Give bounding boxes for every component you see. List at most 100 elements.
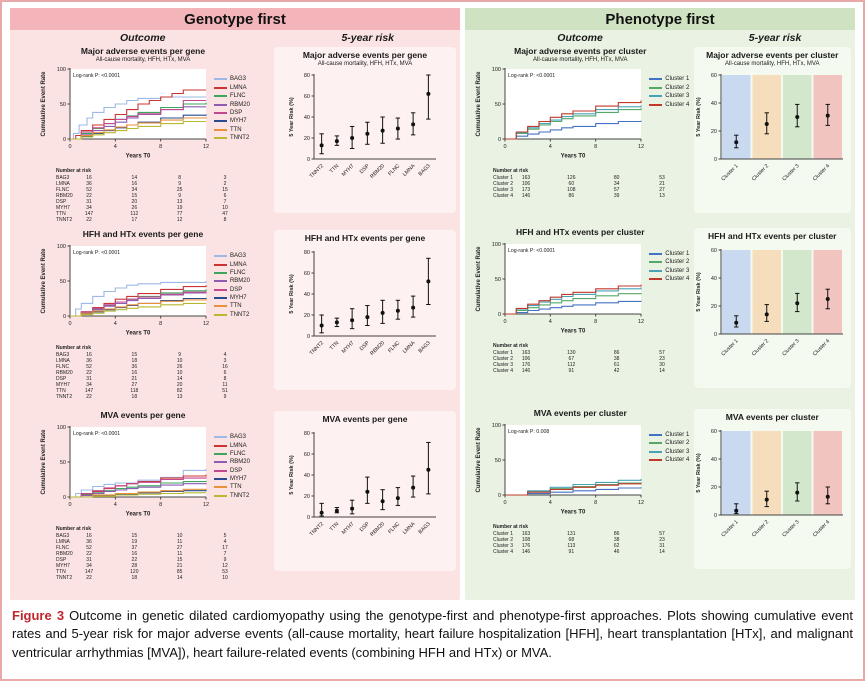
svg-text:21: 21 — [659, 181, 665, 187]
km-block-phenotype-1: HFH and HTx events per cluster 0 50 100 0 4 8 1… — [467, 227, 694, 407]
km-legend-phenotype-1: Cluster 1 Cluster 2 Cluster 3 Cluster 4 — [649, 238, 689, 282]
km-legend-genotype-0: BAG3 LMNA FLNC RBM20 DSP MYH7 TTN TNNT2 — [213, 63, 250, 141]
legend-line-swatch — [213, 461, 227, 464]
svg-text:80: 80 — [304, 431, 310, 437]
legend-line-swatch — [213, 271, 227, 274]
svg-text:4: 4 — [224, 352, 227, 358]
svg-text:18: 18 — [132, 575, 138, 581]
svg-text:0: 0 — [504, 144, 507, 150]
svg-text:120: 120 — [130, 569, 139, 575]
svg-text:51: 51 — [222, 388, 228, 394]
panel-phenotype: Phenotype first Outcome 5-year risk Major a… — [465, 8, 855, 600]
svg-text:22: 22 — [86, 575, 92, 581]
figure-caption: Figure 3 Outcome in genetic dilated cardi… — [10, 607, 855, 662]
risk-chart-title-phenotype-1: HFH and HTx events per cluster — [708, 231, 837, 241]
svg-text:11: 11 — [177, 551, 182, 557]
km-chart-subtitle-genotype-0: All-cause mortality, HFH, HTx, MVA — [95, 56, 191, 63]
svg-text:10: 10 — [222, 205, 228, 211]
svg-text:TTN: TTN — [56, 211, 66, 217]
svg-text:30: 30 — [659, 362, 665, 368]
svg-text:8: 8 — [159, 502, 162, 508]
svg-text:MYH7: MYH7 — [56, 205, 70, 211]
svg-text:12: 12 — [203, 502, 209, 508]
svg-text:8: 8 — [594, 144, 597, 150]
svg-text:RBM20: RBM20 — [56, 551, 73, 557]
svg-text:Cumulative Event Rate: Cumulative Event Rate — [41, 429, 47, 495]
svg-text:Number at risk: Number at risk — [56, 168, 91, 174]
legend-label: LMNA — [229, 84, 247, 91]
legend-line-swatch — [213, 263, 227, 266]
svg-text:8: 8 — [178, 175, 181, 181]
legend-item: RBM20 — [213, 102, 250, 108]
legend-line-swatch — [649, 450, 663, 453]
svg-text:22: 22 — [86, 551, 92, 557]
svg-text:BAG3: BAG3 — [418, 163, 432, 177]
km-chart-title-genotype-0: Major adverse events per gene — [80, 46, 206, 56]
svg-text:100: 100 — [57, 425, 66, 431]
svg-text:Cluster 2: Cluster 2 — [751, 338, 770, 357]
svg-text:34: 34 — [86, 382, 92, 388]
km-chart-title-phenotype-0: Major adverse events per cluster — [514, 46, 647, 56]
svg-text:26: 26 — [132, 205, 138, 211]
svg-text:0: 0 — [63, 314, 66, 320]
svg-text:40: 40 — [711, 276, 717, 282]
risk-chart-title-phenotype-2: MVA events per cluster — [725, 412, 819, 422]
svg-text:Cluster 4: Cluster 4 — [493, 549, 513, 555]
svg-text:91: 91 — [569, 549, 575, 555]
legend-line-swatch — [649, 277, 663, 280]
svg-text:14: 14 — [659, 549, 665, 555]
km-legend-genotype-2: BAG3 LMNA FLNC RBM20 DSP MYH7 TTN TNNT2 — [213, 421, 250, 499]
legend-item: TTN — [213, 303, 250, 309]
svg-text:11: 11 — [222, 382, 227, 388]
risk-chart-title-genotype-1: HFH and HTx events per gene — [304, 233, 426, 244]
svg-text:5 Year Risk (%): 5 Year Risk (%) — [696, 98, 702, 138]
legend-label: TTN — [229, 126, 242, 133]
svg-text:21: 21 — [177, 563, 183, 569]
svg-text:13: 13 — [177, 199, 183, 205]
legend-line-swatch — [213, 78, 227, 81]
legend-line-swatch — [213, 111, 227, 114]
svg-text:5: 5 — [224, 533, 227, 539]
legend-item: FLNC — [213, 93, 250, 99]
svg-text:TNNT2: TNNT2 — [56, 217, 72, 223]
legend-item: Cluster 3 — [649, 268, 689, 274]
legend-line-swatch — [213, 95, 227, 98]
legend-label: Cluster 2 — [665, 84, 690, 91]
svg-text:80: 80 — [304, 73, 310, 79]
svg-text:0: 0 — [68, 321, 71, 327]
legend-label: Cluster 4 — [665, 101, 690, 108]
svg-text:Cumulative Event Rate: Cumulative Event Rate — [476, 427, 482, 493]
svg-text:5 Year Risk (%): 5 Year Risk (%) — [696, 453, 702, 493]
legend-item: MYH7 — [213, 295, 250, 301]
svg-text:10: 10 — [177, 358, 183, 364]
svg-text:82: 82 — [177, 388, 183, 394]
legend-line-swatch — [213, 288, 227, 291]
legend-line-swatch — [213, 452, 227, 455]
svg-text:DSP: DSP — [56, 376, 67, 382]
svg-text:RBM20: RBM20 — [369, 163, 386, 180]
legend-line-swatch — [213, 103, 227, 106]
km-plot-phenotype-1: 0 50 100 0 4 8 12 Years T0 Cumulative Event Rate… — [476, 242, 644, 335]
svg-text:16: 16 — [132, 181, 138, 187]
svg-text:176: 176 — [522, 543, 531, 549]
panel-row-phenotype-0: Major adverse events per cluster All-caus… — [465, 46, 855, 227]
legend-line-swatch — [213, 120, 227, 123]
svg-text:0: 0 — [714, 157, 717, 163]
svg-text:4: 4 — [114, 144, 117, 150]
svg-text:22: 22 — [132, 557, 138, 563]
svg-text:22: 22 — [86, 394, 92, 400]
svg-text:MYH7: MYH7 — [56, 382, 70, 388]
svg-text:31: 31 — [86, 376, 92, 382]
svg-text:16: 16 — [132, 370, 138, 376]
km-legend-genotype-1: BAG3 LMNA FLNC RBM20 DSP MYH7 TTN TNNT2 — [213, 240, 250, 318]
km-chart-subtitle-phenotype-0: All-cause mortality, HFH, HTx, MVA — [533, 56, 628, 63]
svg-text:0: 0 — [498, 137, 501, 143]
svg-text:16: 16 — [86, 352, 92, 358]
svg-text:19: 19 — [177, 205, 183, 211]
svg-text:TTN: TTN — [56, 388, 66, 394]
svg-text:40: 40 — [304, 292, 310, 298]
risk-chart-title-genotype-0: Major adverse events per gene — [302, 50, 428, 60]
svg-text:Cluster 3: Cluster 3 — [493, 543, 513, 549]
km-legend-phenotype-2: Cluster 1 Cluster 2 Cluster 3 Cluster 4 — [649, 419, 689, 463]
